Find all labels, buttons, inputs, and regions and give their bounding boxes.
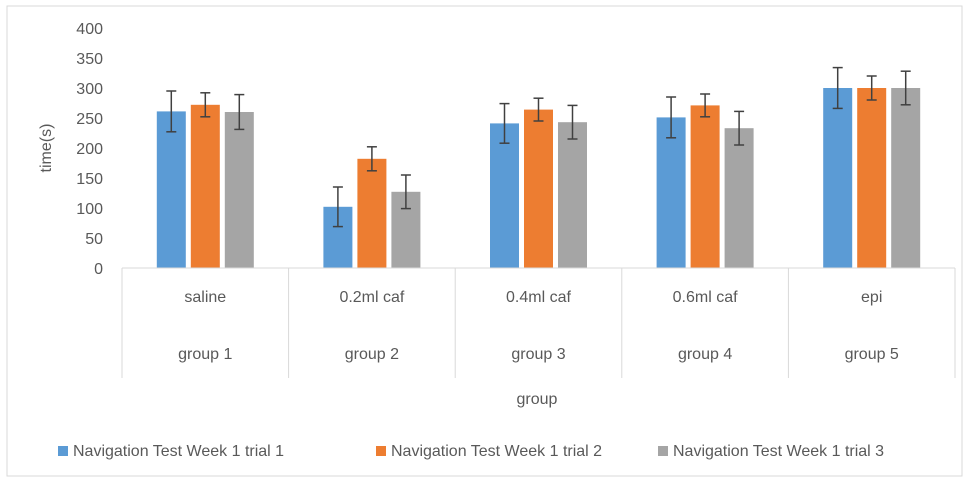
y-tick-label: 400 [76,21,103,38]
legend-swatch [658,446,668,456]
category-label: 0.2ml caf [339,289,404,306]
group-label: group 3 [511,346,565,363]
bar [891,88,921,268]
y-tick-label: 300 [76,81,103,98]
chart-area-border [6,5,963,477]
bar [857,88,887,268]
y-tick-label: 150 [76,171,103,188]
y-tick-label: 350 [76,51,103,68]
bar [490,123,519,269]
y-axis-label: time(s) [38,124,55,173]
y-tick-label: 0 [94,261,103,278]
bar [724,128,754,268]
bar [690,105,720,269]
legend: Navigation Test Week 1 trial 1 Navigation… [58,443,884,460]
category-axis-table: saline 0.2ml caf 0.4ml caf 0.6ml caf epi grou… [121,267,956,378]
bar [656,117,686,269]
bar [823,88,853,268]
group-label: group 1 [178,346,232,363]
category-label: saline [184,289,226,306]
y-tick-label: 200 [76,141,103,158]
bar [190,104,220,268]
category-label: 0.6ml caf [673,289,738,306]
legend-label: Navigation Test Week 1 trial 1 [73,443,284,460]
category-label: epi [861,289,882,306]
legend-swatch [376,446,386,456]
group-label: group 2 [345,346,399,363]
bar [224,112,254,268]
group-label: group 4 [678,346,732,363]
bar [558,122,587,268]
bars [156,66,921,269]
bar [524,109,553,268]
legend-label: Navigation Test Week 1 trial 2 [391,443,602,460]
bar [357,158,387,268]
y-tick-label: 50 [85,231,103,248]
legend-label: Navigation Test Week 1 trial 3 [673,443,884,460]
y-tick-label: 100 [76,201,103,218]
y-axis-ticks: 0 50 100 150 200 250 300 350 400 [76,21,103,278]
bar [156,111,186,269]
x-axis-label: group [517,391,558,408]
group-label: group 5 [845,346,899,363]
y-tick-label: 250 [76,111,103,128]
category-label: 0.4ml caf [506,289,571,306]
legend-swatch [58,446,68,456]
